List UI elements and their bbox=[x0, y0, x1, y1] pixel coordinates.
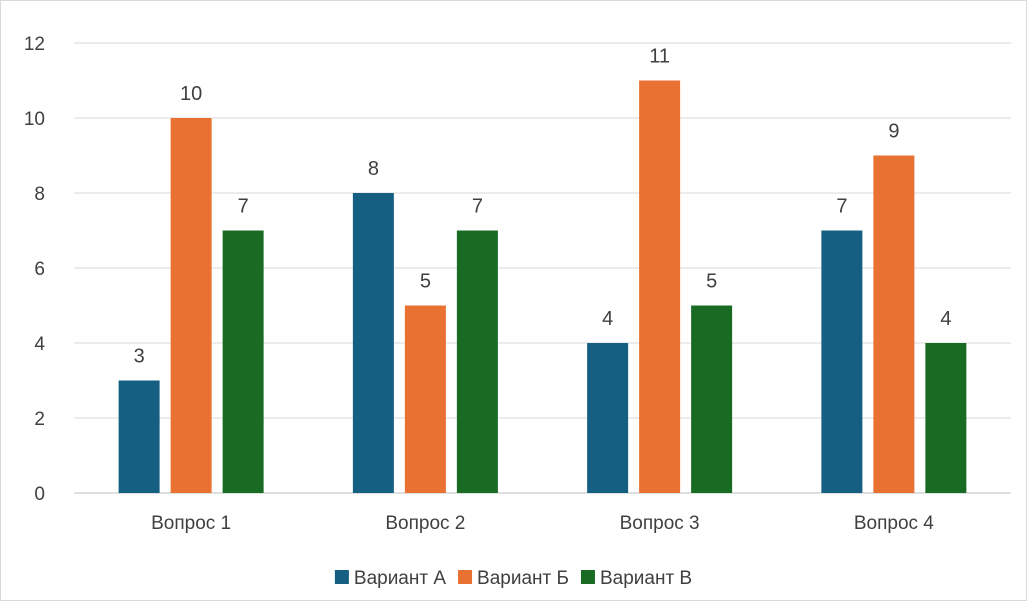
data-label: 5 bbox=[420, 271, 431, 293]
bar bbox=[587, 343, 629, 493]
data-label: 10 bbox=[180, 83, 202, 105]
data-label: 4 bbox=[602, 308, 613, 330]
bar bbox=[222, 230, 264, 493]
bar bbox=[118, 380, 160, 493]
y-tick-label: 10 bbox=[24, 109, 45, 130]
legend-swatch bbox=[580, 570, 595, 584]
data-label: 7 bbox=[238, 196, 249, 218]
x-tick-label: Вопрос 2 bbox=[385, 513, 465, 534]
bars bbox=[118, 80, 967, 493]
legend-label: Вариант Б bbox=[477, 568, 569, 589]
data-label: 8 bbox=[368, 158, 379, 180]
bar bbox=[873, 155, 915, 493]
data-label: 9 bbox=[888, 121, 899, 143]
bar bbox=[456, 230, 498, 493]
legend: Вариант А Вариант Б Вариант В bbox=[334, 568, 692, 589]
bar bbox=[821, 230, 863, 493]
y-tick-label: 8 bbox=[34, 184, 45, 205]
y-tick-label: 6 bbox=[34, 259, 45, 280]
bar bbox=[170, 118, 212, 493]
y-tick-label: 12 bbox=[24, 34, 45, 55]
x-tick-label: Вопрос 3 bbox=[620, 513, 700, 534]
data-label: 7 bbox=[472, 196, 483, 218]
bar bbox=[352, 193, 394, 493]
data-labels: 3 10 7 8 5 7 4 11 5 7 9 4 bbox=[134, 46, 952, 368]
legend-label: Вариант А bbox=[354, 568, 446, 589]
data-label: 4 bbox=[940, 308, 951, 330]
axes: 0 2 4 6 8 10 12 Вопрос 1 Вопрос 2 Вопрос 3 Вопрос … bbox=[24, 34, 1011, 534]
bar bbox=[925, 343, 967, 493]
legend-swatch bbox=[334, 570, 349, 584]
data-label: 3 bbox=[134, 346, 145, 368]
gridlines bbox=[74, 42, 1011, 419]
data-label: 5 bbox=[706, 271, 717, 293]
bar bbox=[639, 80, 681, 493]
x-tick-label: Вопрос 4 bbox=[854, 513, 934, 534]
bar bbox=[691, 305, 733, 493]
data-label: 7 bbox=[836, 196, 847, 218]
y-tick-label: 4 bbox=[34, 334, 45, 355]
x-tick-label: Вопрос 1 bbox=[151, 513, 231, 534]
y-tick-label: 0 bbox=[34, 484, 45, 505]
y-tick-label: 2 bbox=[34, 409, 45, 430]
legend-swatch bbox=[458, 570, 473, 584]
legend-label: Вариант В bbox=[600, 568, 692, 589]
bar bbox=[404, 305, 446, 493]
data-label: 11 bbox=[649, 46, 670, 68]
